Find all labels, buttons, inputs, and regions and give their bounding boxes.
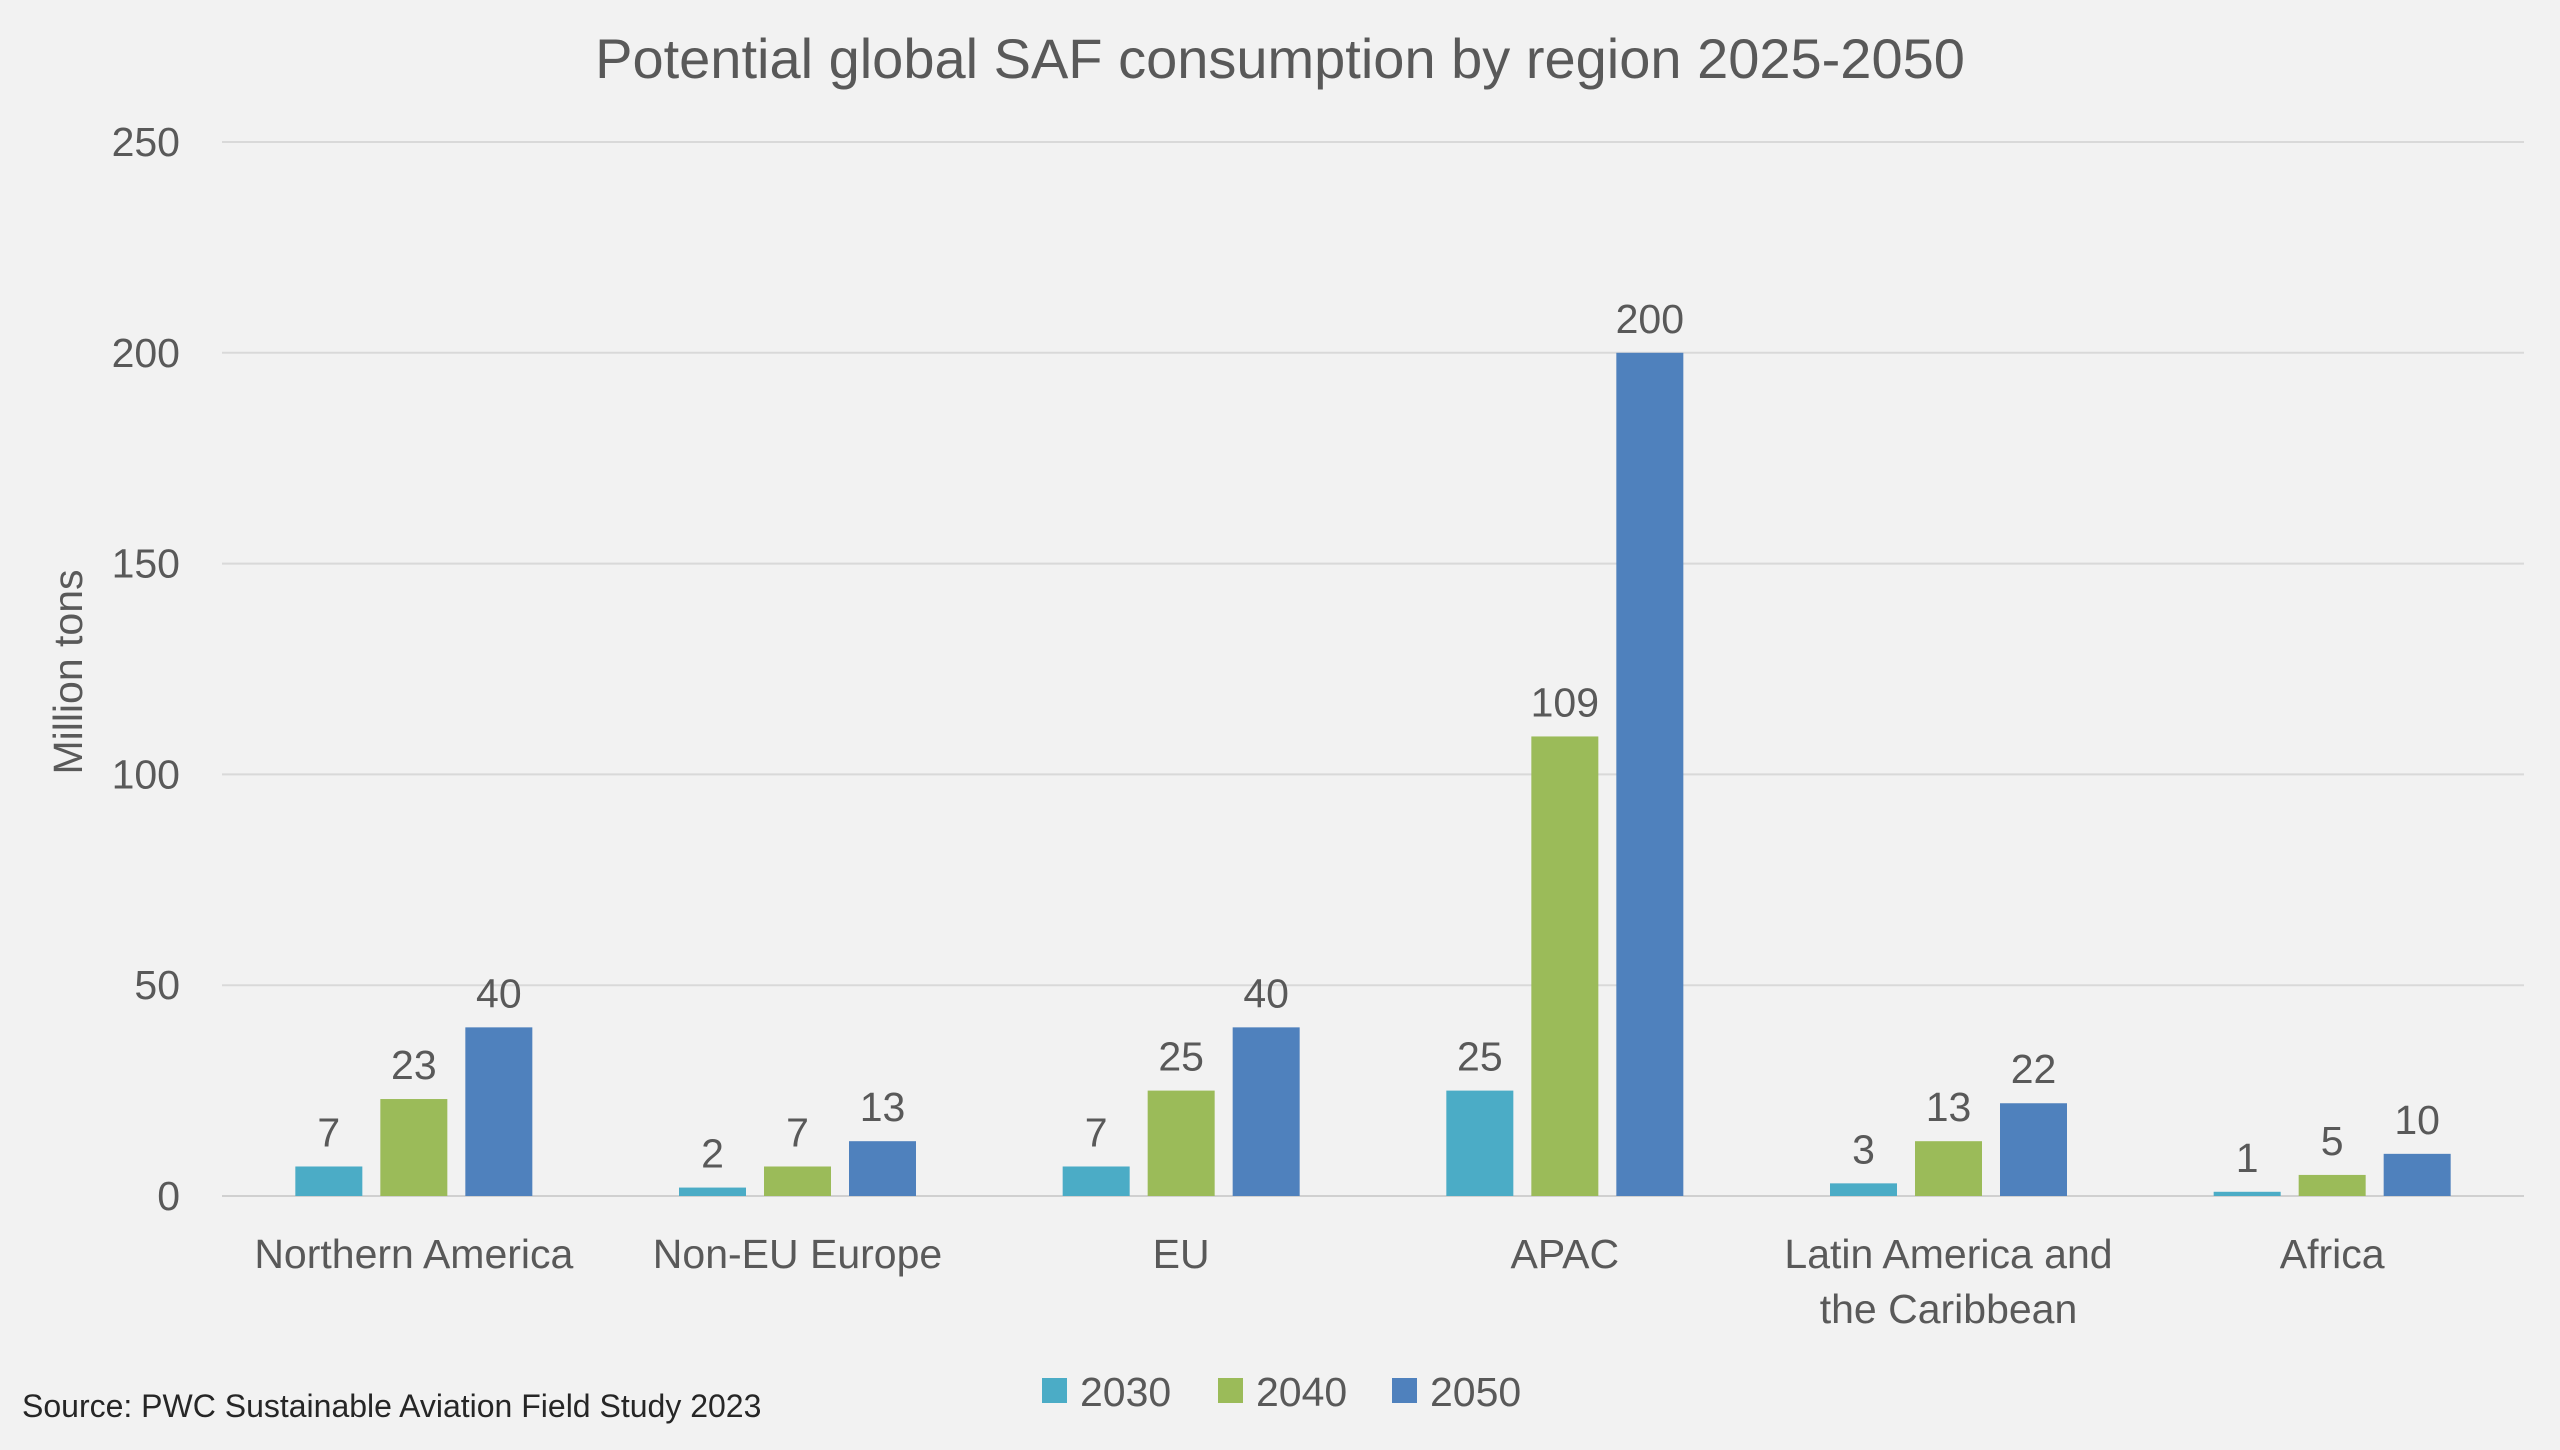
- bar-2050: [1616, 352, 1684, 1196]
- x-tick-label: EU: [1153, 1231, 1210, 1277]
- bar-2050: [2383, 1153, 2451, 1196]
- bar-2030: [1830, 1183, 1897, 1196]
- data-label: 25: [1457, 1034, 1503, 1080]
- bar-2040: [380, 1099, 448, 1196]
- gridlines: [222, 141, 2524, 1197]
- bars: [295, 352, 2451, 1196]
- data-label: 2: [701, 1131, 724, 1177]
- data-label: 10: [2394, 1097, 2440, 1143]
- x-tick-label: Non-EU Europe: [653, 1231, 942, 1277]
- chart-title: Potential global SAF consumption by regi…: [595, 27, 1965, 90]
- bar-2050: [1232, 1027, 1300, 1196]
- x-tick-label: Latin America and the Caribbean: [1784, 1231, 2112, 1332]
- bar-2050: [849, 1141, 916, 1196]
- legend-label: 2040: [1256, 1369, 1347, 1415]
- data-label: 109: [1531, 679, 1599, 725]
- y-tick-label: 200: [112, 330, 180, 376]
- data-label: 5: [2321, 1118, 2344, 1164]
- legend-swatch: [1042, 1378, 1067, 1403]
- data-label: 40: [1243, 970, 1289, 1016]
- x-axis-ticks: Northern America Non-EU Europe EU APAC Latin…: [254, 1231, 2384, 1332]
- bar-2030: [2213, 1191, 2281, 1196]
- x-tick-label: Africa: [2280, 1231, 2385, 1277]
- bar-2040: [1147, 1090, 1215, 1196]
- x-tick-label: APAC: [1511, 1231, 1620, 1277]
- bar-2030: [1062, 1166, 1130, 1196]
- y-tick-label: 0: [157, 1173, 180, 1219]
- bar-2040: [1531, 736, 1599, 1196]
- data-label: 7: [1085, 1109, 1108, 1155]
- y-axis-label: Million tons: [45, 569, 91, 774]
- bar-2050: [2000, 1103, 2067, 1196]
- data-label: 7: [786, 1109, 809, 1155]
- bar-2040: [2298, 1174, 2366, 1196]
- data-label: 200: [1616, 296, 1684, 342]
- y-tick-label: 50: [134, 962, 180, 1008]
- data-label: 13: [860, 1084, 906, 1130]
- data-label: 23: [391, 1042, 437, 1088]
- source-note: Source: PWC Sustainable Aviation Field S…: [22, 1388, 761, 1424]
- bar-2040: [764, 1166, 831, 1196]
- data-label: 3: [1852, 1126, 1875, 1172]
- bar-2030: [295, 1166, 363, 1196]
- y-axis-ticks: 0 50 100 150 200 250: [112, 119, 180, 1219]
- legend-label: 2030: [1080, 1369, 1171, 1415]
- bar-2030: [1446, 1090, 1514, 1196]
- bar-2040: [1915, 1141, 1982, 1196]
- legend: 2030 2040 2050: [1042, 1369, 1521, 1415]
- bar-2030: [679, 1187, 746, 1196]
- data-label: 1: [2236, 1135, 2259, 1181]
- x-tick-label: Northern America: [254, 1231, 573, 1277]
- data-label: 7: [317, 1109, 340, 1155]
- legend-label: 2050: [1430, 1369, 1521, 1415]
- y-tick-label: 250: [112, 119, 180, 165]
- data-label: 22: [2011, 1046, 2057, 1092]
- y-tick-label: 150: [112, 541, 180, 587]
- data-label: 13: [1926, 1084, 1972, 1130]
- y-tick-label: 100: [112, 751, 180, 797]
- legend-swatch: [1218, 1378, 1243, 1403]
- data-label: 40: [476, 970, 522, 1016]
- data-label: 25: [1158, 1034, 1204, 1080]
- data-labels: 7 23 40 2 7 13 7 25 40 25 109 200 3 13 22 1 5 10: [317, 296, 2440, 1181]
- legend-swatch: [1392, 1378, 1417, 1403]
- bar-2050: [465, 1027, 533, 1196]
